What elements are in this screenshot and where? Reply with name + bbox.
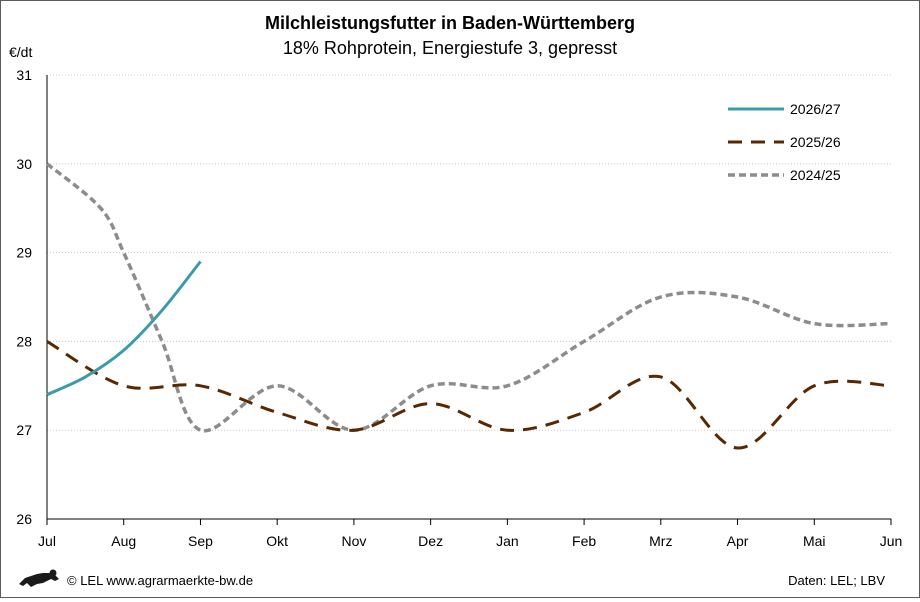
x-tick-label: Mai bbox=[803, 533, 826, 549]
y-tick-label: 29 bbox=[16, 245, 32, 261]
y-tick-label: 26 bbox=[16, 511, 32, 527]
y-tick-label: 28 bbox=[16, 333, 32, 349]
x-tick-label: Jul bbox=[38, 533, 56, 549]
x-tick-label: Mrz bbox=[649, 533, 672, 549]
tick-labels: 26 27 28 29 30 31 Jul Aug Sep Okt Nov Dez Jan Feb Mrz A… bbox=[16, 67, 902, 549]
legend-label: 2025/26 bbox=[790, 134, 841, 150]
x-tick-label: Apr bbox=[727, 533, 749, 549]
series-line-2024-25 bbox=[45, 162, 892, 433]
legend: 2026/27 2025/26 2024/25 bbox=[728, 101, 841, 183]
y-axis-unit: €/dt bbox=[9, 44, 32, 60]
x-tick-label: Jan bbox=[496, 533, 519, 549]
series-line-2026-27 bbox=[46, 260, 202, 397]
chart-subtitle: 18% Rohprotein, Energiestufe 3, gepresst bbox=[283, 38, 617, 58]
y-tick-label: 30 bbox=[16, 156, 32, 172]
series-lines bbox=[45, 162, 892, 450]
x-tick-label: Aug bbox=[111, 533, 136, 549]
series-line-2025-26 bbox=[46, 340, 892, 450]
x-tick-label: Nov bbox=[341, 533, 366, 549]
legend-label: 2024/25 bbox=[790, 167, 841, 183]
x-tick-label: Jun bbox=[880, 533, 903, 549]
y-tick-label: 27 bbox=[16, 422, 32, 438]
y-tick-label: 31 bbox=[16, 67, 32, 83]
x-tick-label: Okt bbox=[266, 533, 288, 549]
legend-label: 2026/27 bbox=[790, 101, 841, 117]
x-tick-label: Sep bbox=[188, 533, 213, 549]
x-tick-label: Feb bbox=[572, 533, 596, 549]
axes bbox=[46, 75, 892, 525]
footer-copyright: © LEL www.agrarmaerkte-bw.de bbox=[67, 573, 253, 588]
lion-logo-icon bbox=[19, 569, 59, 587]
footer-source: Daten: LEL; LBV bbox=[788, 573, 885, 588]
chart-title: Milchleistungsfutter in Baden-Württember… bbox=[265, 13, 635, 33]
x-tick-label: Dez bbox=[418, 533, 443, 549]
